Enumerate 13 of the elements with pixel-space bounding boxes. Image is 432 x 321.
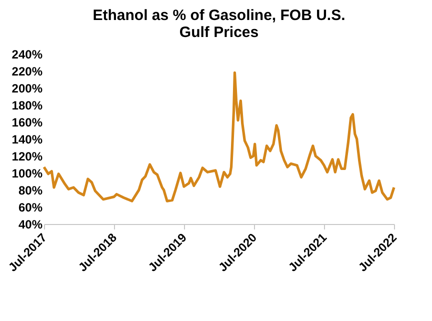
y-tick-label: 120% xyxy=(12,150,43,164)
y-tick-label: 100% xyxy=(12,166,43,180)
y-tick-label: 200% xyxy=(12,82,43,96)
line-series xyxy=(42,71,396,202)
y-tick-label: 140% xyxy=(12,132,43,146)
y-tick-label: 160% xyxy=(12,116,43,130)
y-tick-label: 80% xyxy=(18,184,43,198)
y-tick-label: 60% xyxy=(18,200,43,214)
y-tick-label: 40% xyxy=(18,218,43,232)
y-tick-label: 240% xyxy=(12,48,43,62)
y-tick-label: 220% xyxy=(12,64,43,78)
y-tick-label: 180% xyxy=(12,98,43,112)
chart-title: Ethanol as % of Gasoline, FOB U.S. Gulf Prices xyxy=(92,7,346,41)
